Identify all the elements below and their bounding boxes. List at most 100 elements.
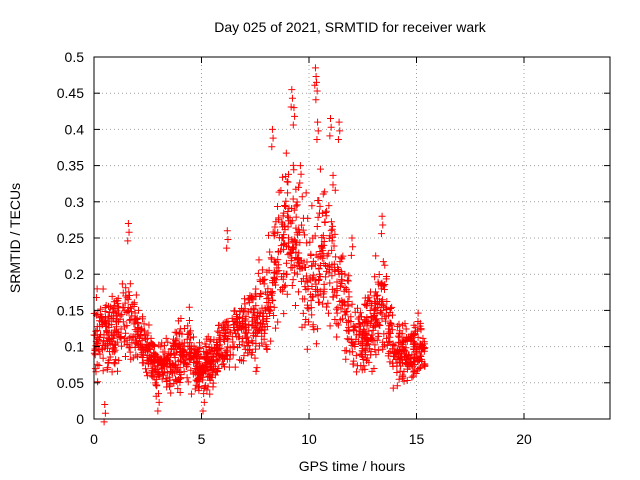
data-point [140, 327, 148, 335]
data-point [290, 166, 298, 174]
data-point [362, 342, 370, 350]
data-point [356, 350, 364, 358]
data-point [296, 239, 304, 247]
data-point [137, 326, 145, 334]
data-point [385, 338, 393, 346]
data-point [161, 348, 169, 356]
data-point [299, 214, 307, 222]
data-point [343, 318, 351, 326]
data-point [145, 321, 153, 329]
data-point [343, 335, 351, 343]
data-point [344, 302, 352, 310]
data-point [230, 321, 238, 329]
data-point [125, 228, 133, 236]
data-point [314, 197, 322, 205]
data-point [110, 359, 118, 367]
data-point [163, 377, 171, 385]
data-point [384, 352, 392, 360]
data-point [316, 165, 324, 173]
data-point [410, 346, 418, 354]
data-point [351, 308, 359, 316]
data-point [302, 189, 310, 197]
data-point [186, 348, 194, 356]
data-point [193, 377, 201, 385]
data-point [403, 376, 411, 384]
data-point [389, 341, 397, 349]
data-point [209, 365, 217, 373]
data-point [388, 311, 396, 319]
data-point [277, 186, 285, 194]
data-point [316, 202, 324, 210]
data-point [292, 202, 300, 210]
data-point [232, 315, 240, 323]
data-point [177, 315, 185, 323]
data-point [367, 314, 375, 322]
data-point [272, 218, 280, 226]
data-point [330, 242, 338, 250]
data-point [270, 303, 278, 311]
data-point [206, 376, 214, 384]
data-point [289, 276, 297, 284]
data-point [353, 304, 361, 312]
data-point [377, 280, 385, 288]
data-point [253, 364, 261, 372]
data-point [333, 278, 341, 286]
data-point [338, 297, 346, 305]
data-point [245, 339, 253, 347]
data-point [288, 236, 296, 244]
data-point [389, 384, 397, 392]
data-point [399, 359, 407, 367]
data-point [285, 217, 293, 225]
data-point [267, 288, 275, 296]
data-point [152, 350, 160, 358]
data-point [200, 398, 208, 406]
data-point [322, 303, 330, 311]
data-point [370, 322, 378, 330]
data-point [329, 181, 337, 189]
data-point [319, 247, 327, 255]
data-point [303, 239, 311, 247]
data-point [381, 261, 389, 269]
data-point [321, 261, 329, 269]
data-point [329, 293, 337, 301]
data-point [257, 319, 265, 327]
data-point [349, 243, 357, 251]
data-point [205, 343, 213, 351]
data-point [406, 334, 414, 342]
data-point [281, 226, 289, 234]
data-point [302, 286, 310, 294]
y-tick-label: 0.5 [65, 49, 85, 65]
data-point [203, 335, 211, 343]
data-point [212, 356, 220, 364]
data-point [342, 308, 350, 316]
data-point [165, 350, 173, 358]
data-point [312, 251, 320, 259]
data-point [396, 353, 404, 361]
data-point [314, 325, 322, 333]
data-point [395, 354, 403, 362]
x-tick-label: 5 [198, 431, 206, 447]
data-point [207, 357, 215, 365]
data-point [115, 356, 123, 364]
data-point [296, 162, 304, 170]
data-point [105, 356, 113, 364]
data-point [233, 333, 241, 341]
data-point [288, 86, 296, 94]
data-point [110, 348, 118, 356]
data-point [299, 309, 307, 317]
data-point [282, 203, 290, 211]
data-point [157, 343, 165, 351]
data-point [402, 325, 410, 333]
y-tick-label: 0.45 [57, 85, 84, 101]
data-point [143, 368, 151, 376]
data-point [412, 327, 420, 335]
data-point [100, 418, 108, 426]
data-point [225, 328, 233, 336]
data-point [207, 336, 215, 344]
data-point [312, 96, 320, 104]
data-point [203, 386, 211, 394]
data-point [252, 367, 260, 375]
data-point [127, 304, 135, 312]
data-point [219, 360, 227, 368]
y-tick-label: 0.35 [57, 158, 84, 174]
